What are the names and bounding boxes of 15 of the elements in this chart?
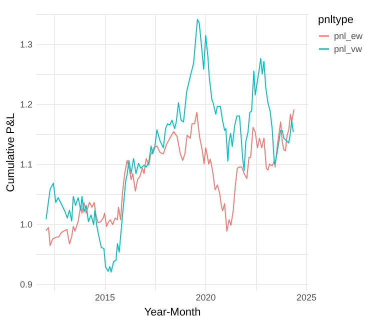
line-series [46, 108, 294, 246]
x-tick-label: 2015 [94, 292, 116, 302]
y-axis-title: Cumulative P&L [4, 113, 17, 192]
x-tick-label: 2025 [296, 292, 316, 302]
line-series [46, 18, 294, 272]
y-tick-label: 0.9 [20, 280, 32, 290]
legend-label: pnl_vw [334, 44, 363, 54]
x-axis-title: Year-Month [144, 306, 201, 318]
y-tick-label: 1.3 [20, 40, 32, 50]
legend-label: pnl_ew [334, 31, 364, 41]
y-tick-label: 1.1 [20, 160, 32, 170]
legend-title: pnltype [318, 14, 354, 26]
y-tick-label: 1.2 [20, 100, 32, 110]
y-tick-label: 1.0 [20, 220, 32, 230]
x-tick-label: 2020 [196, 292, 216, 302]
